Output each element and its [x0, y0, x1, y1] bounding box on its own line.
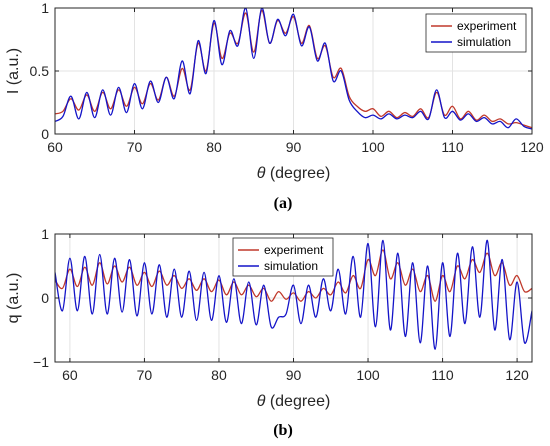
x-tick-label: 120 — [520, 139, 544, 155]
y-tick-label: 1 — [41, 226, 49, 242]
series-line-simulation-a — [55, 8, 532, 130]
x-tick-label: 120 — [505, 367, 529, 383]
legend-label-experiment: experiment — [264, 243, 324, 257]
panel-a-label: (a) — [274, 195, 293, 212]
legend-label-simulation: simulation — [457, 35, 511, 49]
series-line-experiment-a — [55, 9, 532, 129]
x-axis-label-b: θ (degree) — [257, 393, 331, 410]
chart-b: 60 70 80 90 100 110 120 −1 0 1 θ (degree) q (a.u.) e… — [5, 226, 533, 410]
y-axis-label-a: I (a.u.) — [5, 48, 22, 94]
x-tick-label: 100 — [356, 367, 380, 383]
y-tick-label: 0.5 — [30, 63, 50, 79]
y-tick-label: 0 — [41, 290, 49, 306]
x-tick-label: 70 — [127, 139, 143, 155]
legend-a: experiment simulation — [425, 13, 527, 53]
x-tick-label: 80 — [206, 139, 222, 155]
legend-box — [232, 237, 334, 277]
x-tick-label: 100 — [361, 139, 385, 155]
x-tick-label: 70 — [137, 367, 153, 383]
x-tick-label: 90 — [286, 139, 302, 155]
series-line-experiment-b — [55, 249, 532, 302]
y-tick-label: 0 — [41, 126, 49, 142]
x-tick-label: 60 — [47, 139, 63, 155]
legend-label-simulation: simulation — [264, 259, 318, 273]
y-tick-label: −1 — [33, 354, 49, 370]
legend-box — [425, 13, 527, 53]
x-tick-label: 110 — [441, 139, 464, 155]
y-tick-label: 1 — [41, 0, 49, 16]
panel-b-label: (b) — [273, 422, 293, 439]
x-axis-label-a: θ (degree) — [257, 165, 331, 182]
legend-b: experiment simulation — [232, 237, 334, 277]
y-axis-label-b: q (a.u.) — [5, 273, 22, 324]
legend-label-experiment: experiment — [457, 19, 517, 33]
x-tick-label: 110 — [431, 367, 454, 383]
series-line-simulation-b — [55, 239, 532, 350]
x-tick-label: 60 — [62, 367, 78, 383]
x-tick-label: 90 — [286, 367, 302, 383]
chart-a: 60 70 80 90 100 110 120 0 0.5 1 θ (degree) I (a.u.)… — [5, 0, 544, 182]
x-tick-label: 80 — [211, 367, 227, 383]
